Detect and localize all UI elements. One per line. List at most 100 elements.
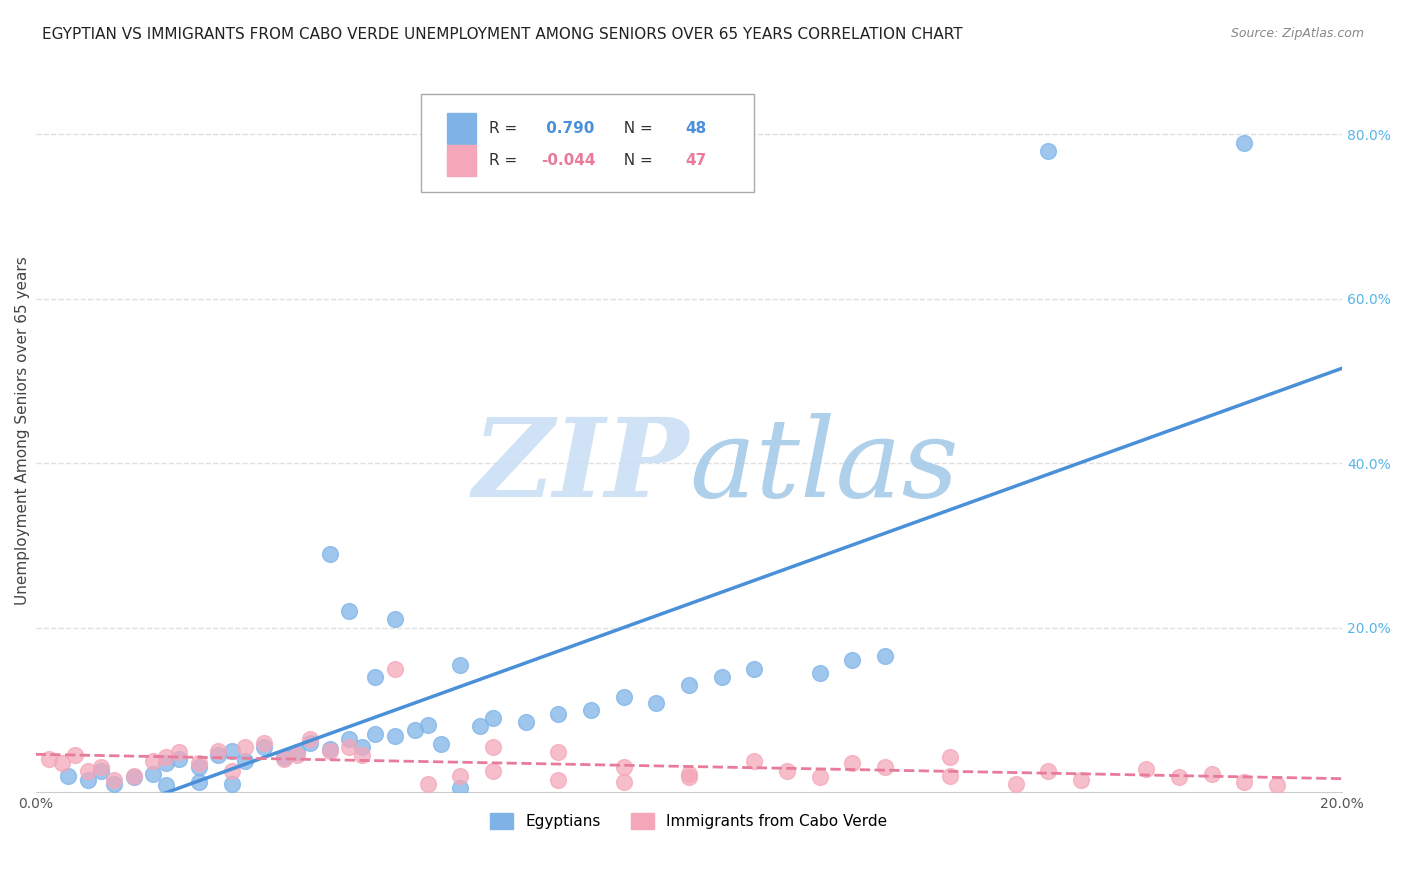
Point (298, 731, 321, 746)
Point (482, 711, 505, 725)
Text: Source: ZipAtlas.com: Source: ZipAtlas.com (1230, 27, 1364, 40)
Point (384, 662, 406, 676)
Point (221, 777, 243, 791)
Point (384, 729, 406, 743)
Text: -0.044: -0.044 (541, 153, 596, 168)
Point (155, 756, 177, 771)
Point (482, 764, 505, 779)
Point (613, 775, 636, 789)
Point (1004, 777, 1026, 791)
Point (742, 662, 765, 676)
Point (337, 739, 360, 754)
Point (337, 731, 360, 746)
Point (63, 747, 86, 762)
Point (187, 760, 209, 774)
Text: N =: N = (614, 121, 658, 136)
Point (103, 777, 125, 791)
Point (613, 690, 636, 705)
Text: N =: N = (614, 153, 658, 168)
FancyBboxPatch shape (447, 145, 475, 176)
Point (1038, 764, 1060, 779)
Point (547, 746, 569, 760)
Point (364, 670, 387, 684)
Point (547, 706, 569, 721)
Point (841, 653, 863, 667)
Point (547, 772, 569, 787)
Point (221, 744, 243, 758)
Point (233, 754, 256, 768)
Point (1038, 144, 1060, 158)
Point (808, 770, 831, 784)
Point (645, 696, 668, 710)
Point (155, 750, 177, 764)
Point (678, 767, 700, 781)
Point (187, 775, 209, 789)
Point (142, 754, 165, 768)
Point (51, 756, 73, 771)
Point (1167, 770, 1189, 784)
Point (449, 768, 471, 782)
Point (169, 746, 191, 760)
Point (352, 739, 374, 754)
Point (873, 760, 896, 774)
Point (449, 780, 471, 795)
Point (482, 739, 505, 754)
Point (678, 678, 700, 692)
Text: 48: 48 (685, 121, 706, 136)
Point (416, 717, 439, 731)
Point (776, 764, 799, 779)
Y-axis label: Unemployment Among Seniors over 65 years: Unemployment Among Seniors over 65 years (15, 256, 30, 605)
Point (1070, 772, 1092, 787)
Point (404, 723, 426, 738)
Point (678, 770, 700, 784)
Text: 47: 47 (685, 153, 706, 168)
Point (318, 547, 340, 561)
Point (337, 604, 360, 618)
Point (122, 770, 145, 784)
Point (285, 747, 308, 762)
Text: atlas: atlas (689, 413, 959, 520)
Point (122, 768, 145, 782)
Point (468, 719, 491, 733)
Point (873, 649, 896, 664)
Point (90, 764, 112, 779)
Point (613, 760, 636, 774)
Point (273, 750, 295, 764)
Point (253, 739, 276, 754)
Point (76, 764, 98, 779)
Point (285, 746, 308, 760)
Point (384, 612, 406, 626)
Text: R =: R = (489, 153, 522, 168)
Point (76, 772, 98, 787)
Point (742, 754, 765, 768)
Point (90, 760, 112, 774)
Point (273, 752, 295, 766)
Point (579, 703, 602, 717)
Point (364, 727, 387, 741)
Point (1233, 136, 1256, 150)
Point (1233, 775, 1256, 789)
Point (1135, 762, 1157, 776)
Point (710, 670, 733, 684)
Point (142, 767, 165, 781)
Point (515, 715, 537, 730)
Point (1201, 767, 1223, 781)
Point (253, 736, 276, 750)
Text: R =: R = (489, 121, 522, 136)
Point (429, 737, 451, 751)
Point (939, 768, 962, 782)
Point (187, 756, 209, 771)
Point (103, 772, 125, 787)
Point (169, 752, 191, 766)
Point (155, 778, 177, 792)
Text: 0.790: 0.790 (541, 121, 595, 136)
Point (939, 750, 962, 764)
Point (318, 744, 340, 758)
Point (416, 777, 439, 791)
Point (58, 768, 80, 782)
Point (1265, 778, 1288, 792)
Point (207, 744, 229, 758)
Text: EGYPTIAN VS IMMIGRANTS FROM CABO VERDE UNEMPLOYMENT AMONG SENIORS OVER 65 YEARS : EGYPTIAN VS IMMIGRANTS FROM CABO VERDE U… (42, 27, 963, 42)
Legend: Egyptians, Immigrants from Cabo Verde: Egyptians, Immigrants from Cabo Verde (484, 806, 894, 835)
Point (318, 742, 340, 756)
